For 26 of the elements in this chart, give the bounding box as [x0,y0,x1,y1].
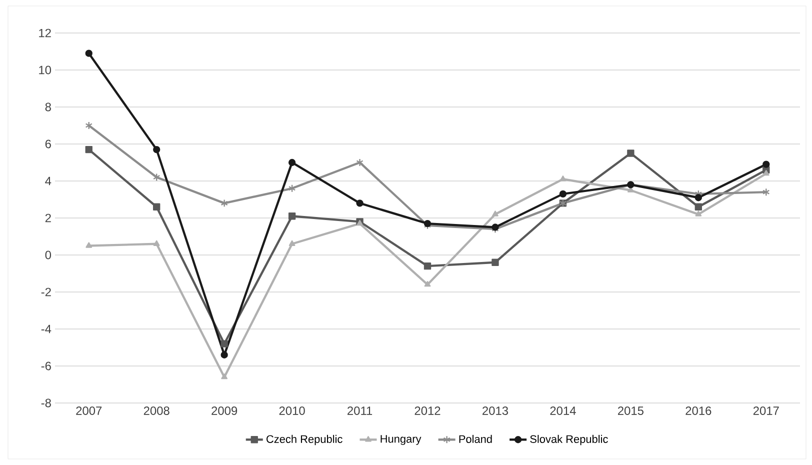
x-tick-label: 2013 [482,406,508,415]
y-tick-label: -2 [41,288,51,296]
legend-label: Hungary [380,435,422,445]
y-tick-label: 10 [39,66,52,74]
y-tick-label: -8 [41,398,51,408]
y-tick-label: -4 [41,324,52,334]
x-tick-label: 2015 [618,406,644,415]
y-tick-label: 0 [45,250,52,260]
y-tick-label: -6 [41,362,51,370]
y-tick-label: 6 [45,140,51,148]
x-tick-label: 2011 [348,406,372,415]
x-tick-label: 2016 [686,406,712,415]
y-tick-label: 12 [39,28,51,38]
legend-label: Czech Republic [266,434,342,446]
x-tick-label: 2009 [212,406,238,415]
x-tick-label: 2007 [76,406,102,415]
x-tick-label: 2010 [279,406,305,415]
x-tick-label: 2017 [753,406,779,415]
x-tick-label: 2014 [550,406,576,415]
legend-label: Poland [459,434,492,443]
y-tick-label: 8 [45,102,51,112]
x-tick-label: 2012 [414,406,440,415]
y-tick-label: 2 [45,214,51,222]
y-tick-label: 4 [45,176,52,186]
x-tick-label: 2008 [144,406,170,415]
legend-label: Slovak Republic [530,434,608,446]
